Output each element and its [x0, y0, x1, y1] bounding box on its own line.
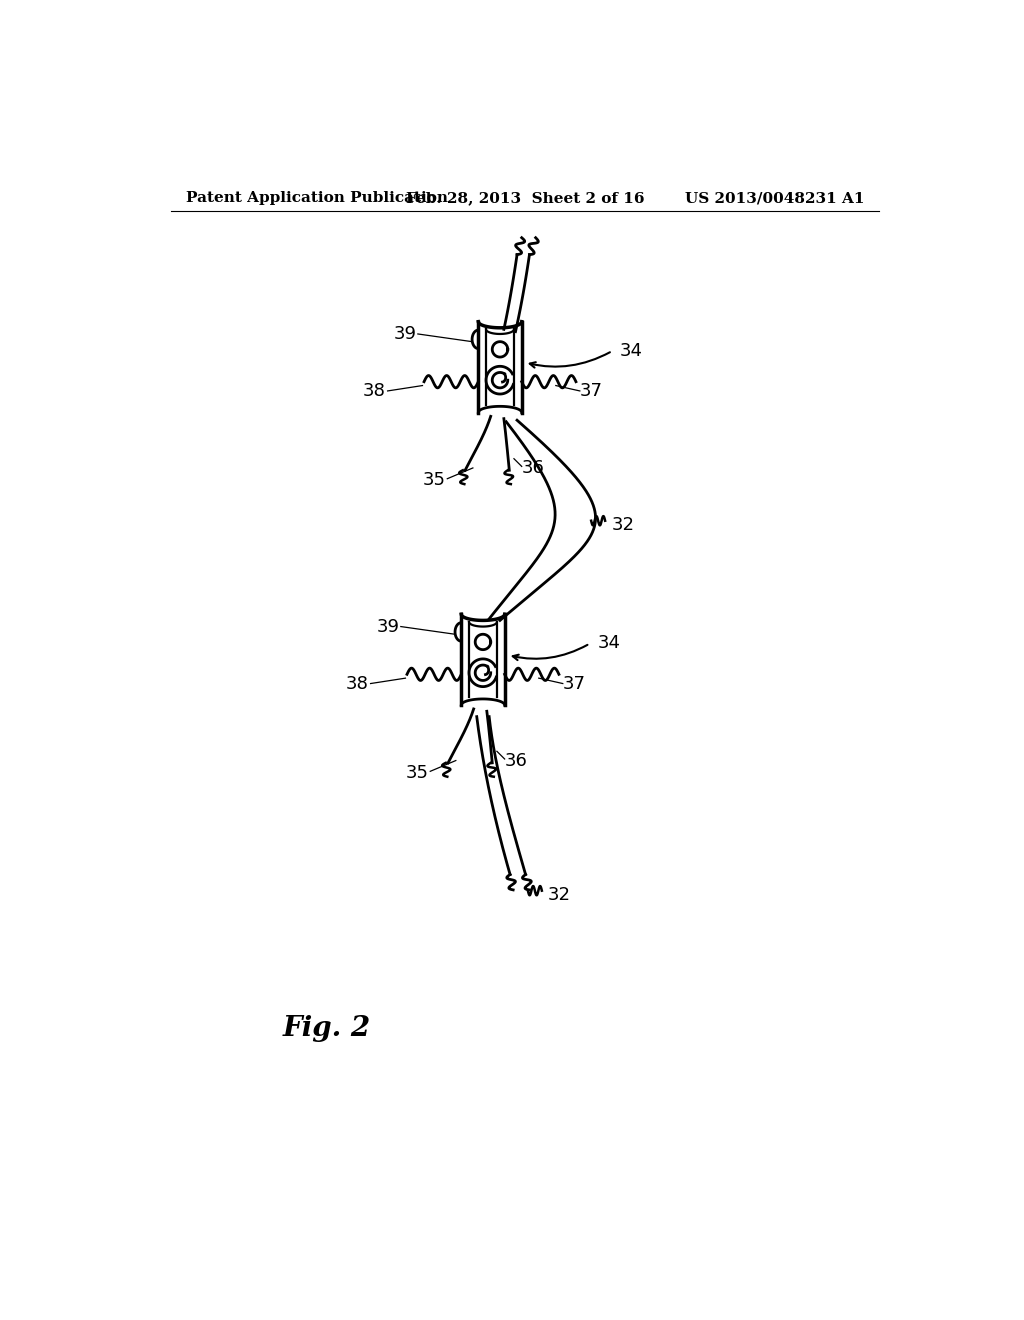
Text: 37: 37 [563, 675, 586, 693]
Text: 32: 32 [547, 886, 570, 904]
Text: Fig. 2: Fig. 2 [283, 1015, 371, 1041]
Text: 35: 35 [423, 471, 445, 490]
Text: 37: 37 [580, 381, 603, 400]
Text: 35: 35 [406, 764, 429, 781]
Text: 39: 39 [393, 325, 417, 343]
Text: US 2013/0048231 A1: US 2013/0048231 A1 [685, 191, 864, 206]
Text: 36: 36 [521, 459, 545, 477]
Text: 32: 32 [612, 516, 635, 535]
Text: 39: 39 [376, 618, 399, 635]
Text: 34: 34 [598, 635, 621, 652]
Text: 36: 36 [505, 751, 527, 770]
Text: 34: 34 [621, 342, 643, 360]
Text: Patent Application Publication: Patent Application Publication [186, 191, 449, 206]
Text: 38: 38 [362, 381, 385, 400]
Text: 38: 38 [345, 675, 369, 693]
Text: Feb. 28, 2013  Sheet 2 of 16: Feb. 28, 2013 Sheet 2 of 16 [406, 191, 644, 206]
